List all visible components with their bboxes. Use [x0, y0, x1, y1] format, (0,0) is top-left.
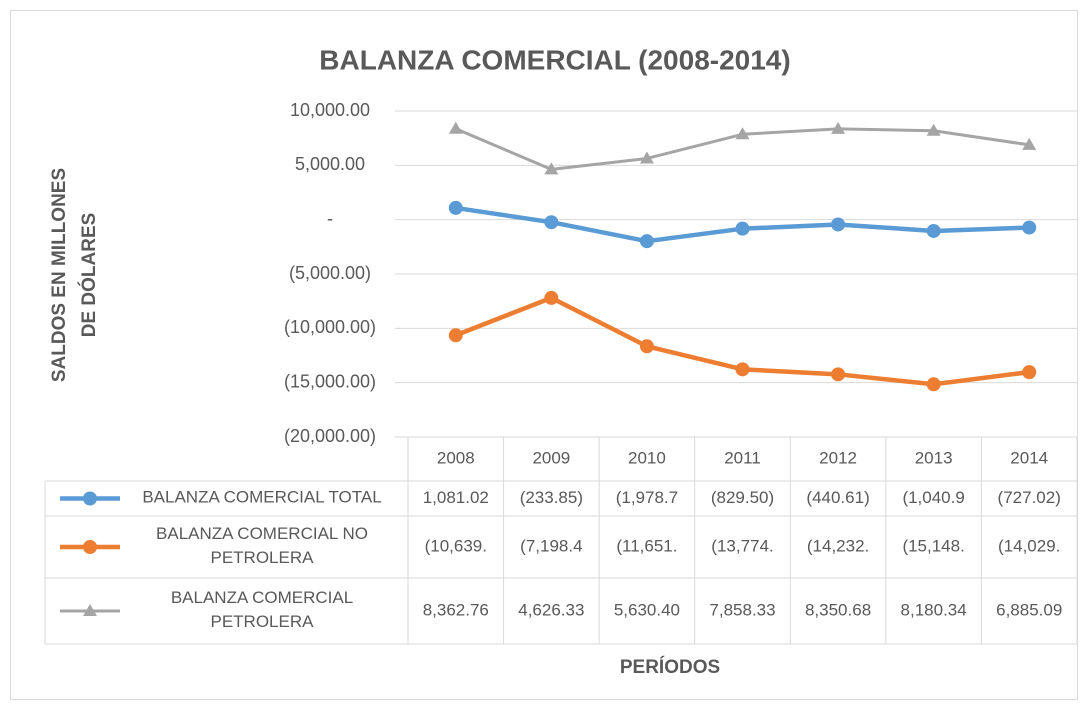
data-point — [448, 121, 463, 134]
x-tick-label: 2014 — [1010, 448, 1048, 467]
data-point — [639, 151, 654, 164]
chart-title: BALANZA COMERCIAL (2008-2014) — [319, 44, 790, 75]
y-tick-label: - — [327, 208, 333, 228]
chart-border — [10, 10, 1078, 700]
y-tick-label: (20,000.00) — [284, 426, 376, 446]
table-cell: (233.85) — [520, 488, 583, 507]
legend-label: BALANZA COMERCIAL NO PETROLERA — [156, 524, 368, 567]
legend-label: BALANZA COMERCIAL PETROLERA — [171, 588, 353, 631]
x-tick-label: 2011 — [724, 448, 761, 467]
data-point — [926, 223, 941, 238]
data-point — [831, 217, 846, 232]
table-cell: 8,362.76 — [423, 600, 489, 619]
table-cell: (440.61) — [806, 488, 869, 507]
table-cell: (14,232. — [807, 536, 869, 555]
table-cell: (829.50) — [711, 488, 774, 507]
table-cell: 4,626.33 — [518, 600, 584, 619]
data-point — [735, 127, 750, 140]
y-axis-title: SALDOS EN MILLONES DE DÓLARES — [49, 168, 100, 382]
data-point — [1022, 137, 1037, 150]
x-tick-label: 2008 — [437, 448, 475, 467]
table-cell: (13,774. — [711, 536, 773, 555]
data-point — [544, 162, 559, 175]
table-cell: (15,148. — [902, 536, 964, 555]
data-point — [448, 200, 463, 215]
table-cell: 7,858.33 — [709, 600, 775, 619]
x-tick-label: 2012 — [819, 448, 857, 467]
y-tick-label: 5,000.00 — [295, 154, 365, 174]
x-tick-label: 2009 — [532, 448, 570, 467]
data-point — [735, 362, 750, 377]
x-axis-title: PERÍODOS — [620, 656, 720, 678]
legend-label: BALANZA COMERCIAL TOTAL — [142, 488, 381, 507]
x-tick-label: 2013 — [915, 448, 953, 467]
table-cell: (1,040.9 — [902, 488, 964, 507]
y-tick-label: (5,000.00) — [289, 263, 371, 283]
data-point — [544, 215, 559, 230]
data-point — [448, 328, 463, 343]
table-cell: 1,081.02 — [423, 488, 489, 507]
data-point — [639, 339, 654, 354]
y-tick-label: (10,000.00) — [284, 317, 376, 337]
legend-marker — [83, 540, 97, 554]
data-point — [831, 121, 846, 134]
data-point — [639, 234, 654, 249]
y-tick-label: 10,000.00 — [290, 100, 370, 120]
data-point — [926, 377, 941, 392]
table-cell: (727.02) — [998, 488, 1061, 507]
data-point — [1022, 365, 1037, 380]
legend-marker — [83, 604, 97, 616]
data-point — [831, 367, 846, 382]
table-cell: 6,885.09 — [996, 600, 1062, 619]
table-cell: (11,651. — [616, 536, 677, 555]
data-point — [926, 123, 941, 136]
table-cell: 8,180.34 — [901, 600, 967, 619]
table-cell: (10,639. — [425, 536, 487, 555]
x-tick-label: 2010 — [628, 448, 666, 467]
data-point — [544, 290, 559, 305]
table-cell: 8,350.68 — [805, 600, 871, 619]
legend-marker — [83, 491, 97, 506]
table-cell: (1,978.7 — [616, 488, 678, 507]
y-tick-label: (15,000.00) — [284, 371, 376, 391]
table-cell: (14,029. — [998, 536, 1060, 555]
data-point — [1022, 220, 1037, 235]
table-cell: 5,630.40 — [614, 600, 680, 619]
table-cell: (7,198.4 — [520, 536, 582, 555]
data-point — [735, 221, 750, 236]
